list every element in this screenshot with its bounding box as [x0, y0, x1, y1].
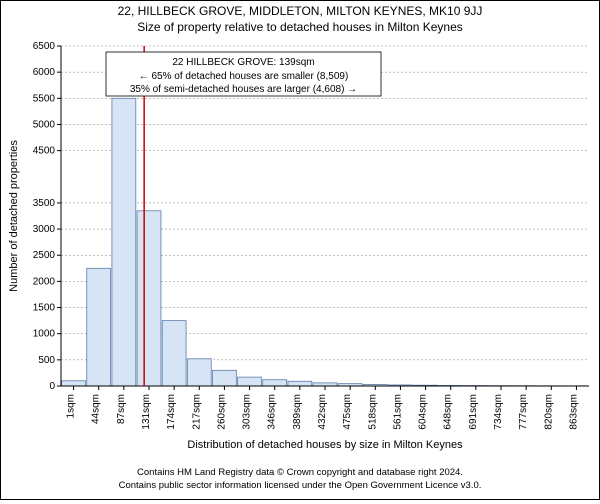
svg-text:820sqm: 820sqm [543, 394, 554, 430]
svg-text:Size of property relative to d: Size of property relative to detached ho… [137, 20, 463, 34]
svg-text:475sqm: 475sqm [342, 394, 353, 430]
svg-text:1sqm: 1sqm [66, 394, 77, 418]
svg-text:← 65% of detached houses are s: ← 65% of detached houses are smaller (8,… [139, 71, 349, 82]
svg-text:2000: 2000 [33, 276, 56, 287]
svg-text:217sqm: 217sqm [191, 394, 202, 430]
svg-text:346sqm: 346sqm [267, 394, 278, 430]
svg-text:432sqm: 432sqm [317, 394, 328, 430]
svg-text:4500: 4500 [33, 146, 56, 157]
svg-text:3500: 3500 [33, 198, 56, 209]
svg-text:131sqm: 131sqm [141, 394, 152, 430]
svg-text:0: 0 [49, 381, 55, 392]
svg-text:604sqm: 604sqm [418, 394, 429, 430]
svg-text:Distribution of detached house: Distribution of detached houses by size … [187, 439, 463, 451]
svg-text:35% of semi-detached houses ar: 35% of semi-detached houses are larger (… [130, 84, 357, 95]
svg-text:303sqm: 303sqm [242, 394, 253, 430]
svg-text:777sqm: 777sqm [518, 394, 529, 430]
svg-text:734sqm: 734sqm [493, 394, 504, 430]
svg-text:561sqm: 561sqm [392, 394, 403, 430]
svg-text:22 HILLBECK GROVE: 139sqm: 22 HILLBECK GROVE: 139sqm [172, 57, 314, 68]
svg-text:5500: 5500 [33, 93, 56, 104]
svg-text:863sqm: 863sqm [568, 394, 579, 430]
svg-text:Contains public sector informa: Contains public sector information licen… [119, 480, 482, 491]
svg-text:2500: 2500 [33, 250, 56, 261]
svg-text:518sqm: 518sqm [367, 394, 378, 430]
svg-text:6000: 6000 [33, 67, 56, 78]
svg-text:Contains HM Land Registry data: Contains HM Land Registry data © Crown c… [137, 467, 463, 478]
svg-text:22, HILLBECK GROVE, MIDDLETON,: 22, HILLBECK GROVE, MIDDLETON, MILTON KE… [118, 4, 483, 18]
svg-text:3000: 3000 [33, 224, 56, 235]
svg-text:Number of detached properties: Number of detached properties [8, 140, 20, 292]
histogram-chart: 22, HILLBECK GROVE, MIDDLETON, MILTON KE… [1, 1, 599, 499]
svg-text:389sqm: 389sqm [292, 394, 303, 430]
svg-text:1000: 1000 [33, 329, 56, 340]
svg-text:1500: 1500 [33, 303, 56, 314]
svg-text:648sqm: 648sqm [443, 394, 454, 430]
svg-text:87sqm: 87sqm [116, 394, 127, 424]
svg-text:260sqm: 260sqm [216, 394, 227, 430]
svg-text:6500: 6500 [33, 41, 56, 52]
svg-text:500: 500 [38, 355, 55, 366]
svg-text:44sqm: 44sqm [91, 394, 102, 424]
svg-text:691sqm: 691sqm [468, 394, 479, 430]
svg-text:5000: 5000 [33, 119, 56, 130]
svg-text:174sqm: 174sqm [166, 394, 177, 430]
